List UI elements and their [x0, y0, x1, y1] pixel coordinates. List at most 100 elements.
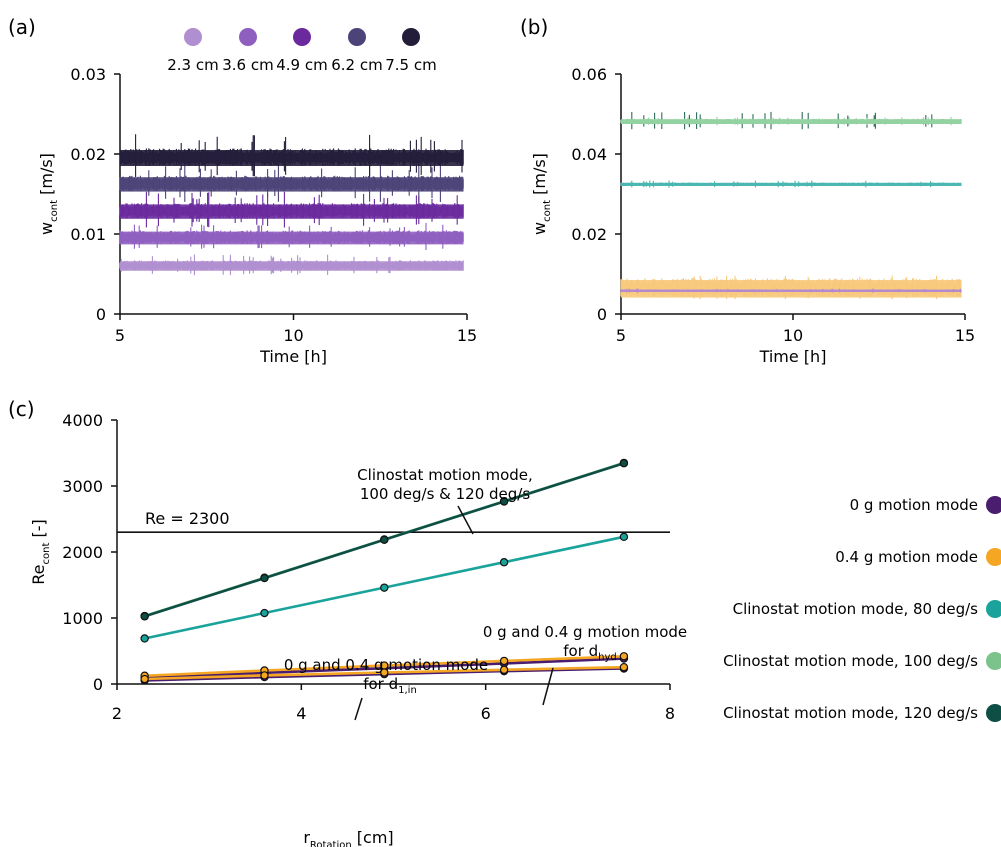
x-tick-label: 10 [283, 326, 303, 345]
y-tick-label: 0.06 [571, 65, 607, 84]
y-tick-label: 3000 [62, 477, 103, 496]
chart-c: 0 1000 2000 3000 4000 2 4 6 8 rRotation [cm] Recon… [29, 411, 1001, 847]
x-tick-label: 5 [115, 326, 125, 345]
chart-a: 0 0.01 0.02 0.03 5 10 15 Time [h] wcont [m/s] 2.3… [37, 28, 477, 366]
reference-line-label: Re = 2300 [145, 509, 230, 528]
legend-marker-0 [184, 28, 202, 46]
x-tick-label: 15 [457, 326, 477, 345]
y-tick-label: 0.01 [70, 225, 106, 244]
legend-label-4: 7.5 cm [385, 56, 436, 74]
y-axis-label-main: Re [29, 564, 48, 584]
y-axis-label-main: w [37, 222, 56, 235]
annotation-dhyd-line1: 0 g and 0.4 g motion mode [483, 623, 687, 641]
y-tick-label: 0 [597, 305, 607, 324]
annotation-d1in-main: for d [363, 675, 398, 693]
series-point-3-0 [140, 674, 149, 684]
y-tick-label: 0.03 [70, 65, 106, 84]
y-axis-label: wcont [m/s] [37, 153, 60, 235]
y-tick-label: 2000 [62, 543, 103, 562]
series-point-6-3 [499, 497, 509, 506]
legend-label-1: 3.6 cm [222, 56, 273, 74]
legend-marker-3 [986, 652, 1001, 670]
series-point-6-4 [619, 459, 629, 468]
legend-marker-1 [986, 548, 1001, 566]
x-tick-label: 15 [955, 326, 975, 345]
legend-label-2: Clinostat motion mode, 80 deg/s [733, 600, 979, 618]
y-axis-label: wcont [m/s] [530, 153, 553, 235]
series-trace-4 [119, 134, 464, 178]
annotation-dhyd-line2: for dhyd [563, 642, 617, 663]
y-tick-label: 0 [93, 675, 103, 694]
series-trace-4 [620, 116, 962, 126]
series-point-3-3 [499, 665, 509, 675]
series-point-6-1 [260, 573, 269, 583]
chart-b: 0 0.02 0.04 0.06 5 10 15 Time [h] wcont [m/s] [530, 65, 975, 366]
series-trace-0 [620, 275, 962, 300]
y-axis-label-main: w [530, 222, 549, 235]
annotation-d1in-line2: for d1,in [363, 675, 417, 696]
x-tick-label: 10 [783, 326, 803, 345]
x-axis-label-sub: Rotation [310, 840, 352, 847]
series-point-4-1 [260, 608, 269, 618]
x-axis-label: rRotation [cm] [303, 828, 393, 847]
legend-marker-4 [986, 704, 1001, 722]
series-trace-3 [119, 162, 464, 203]
annotation-clinostat-line2: 100 deg/s & 120 deg/s [360, 485, 530, 503]
x-axis-label-unit: [cm] [352, 828, 394, 847]
legend-label-3: 6.2 cm [331, 56, 382, 74]
legend-marker-1 [239, 28, 257, 46]
annotation-dhyd-sub: hyd [598, 652, 617, 663]
panel-label-a: (a) [8, 15, 36, 39]
x-tick-label: 2 [112, 704, 122, 723]
legend-label-2: 4.9 cm [276, 56, 327, 74]
panel-label-b: (b) [520, 15, 548, 39]
series-point-3-1 [260, 671, 269, 680]
annotation-d1in-pointer [354, 697, 363, 721]
series-point-6-2 [380, 535, 389, 544]
series-point-4-4 [619, 532, 629, 542]
y-tick-label: 1000 [62, 609, 103, 628]
y-tick-label: 0.04 [571, 145, 607, 164]
x-tick-label: 6 [481, 704, 491, 723]
y-axis-label-sub: cont [49, 200, 60, 222]
x-axis-label: Time [h] [759, 347, 827, 366]
legend-label-3: Clinostat motion mode, 100 deg/s [723, 652, 978, 670]
legend-marker-2 [986, 600, 1001, 618]
legend-label-0: 0 g motion mode [850, 496, 978, 514]
x-axis-label-main: r [303, 828, 310, 847]
series-trace-1 [620, 288, 962, 293]
series-trace-0 [119, 254, 464, 276]
annotation-dhyd-main: for d [563, 642, 598, 660]
y-axis-label-unit: [-] [29, 519, 48, 542]
y-tick-label: 0.02 [571, 225, 607, 244]
annotation-d1in-line1: 0 g and 0.4 g motion mode [284, 656, 488, 674]
series-point-3-2 [380, 668, 389, 677]
y-axis-label-unit: [m/s] [37, 153, 56, 200]
series-trace-1 [119, 223, 464, 250]
series-point-3-4 [619, 662, 629, 672]
series-point-1-4 [619, 652, 629, 661]
series-point-4-2 [380, 583, 389, 592]
legend-marker-4 [402, 28, 420, 46]
y-axis-label: Recont [-] [29, 519, 52, 584]
series-trace-2 [119, 191, 464, 228]
x-axis-label: Time [h] [259, 347, 327, 366]
legend-marker-2 [293, 28, 311, 46]
annotation-clinostat-line1: Clinostat motion mode, [357, 466, 533, 484]
series-point-1-3 [499, 656, 509, 666]
legend-label-0: 2.3 cm [167, 56, 218, 74]
panel-label-c: (c) [8, 397, 35, 421]
series-point-4-3 [499, 558, 509, 567]
legend-marker-3 [348, 28, 366, 46]
y-axis-label-sub: cont [41, 543, 52, 565]
x-tick-label: 4 [296, 704, 306, 723]
annotation-d1in-sub: 1,in [398, 685, 417, 696]
legend-label-4: Clinostat motion mode, 120 deg/s [723, 704, 978, 722]
y-tick-label: 0 [96, 305, 106, 324]
y-axis-label-unit: [m/s] [530, 153, 549, 200]
series-point-4-0 [140, 634, 149, 643]
series-point-6-0 [140, 612, 149, 621]
x-tick-label: 5 [616, 326, 626, 345]
y-axis-label-sub: cont [542, 200, 553, 222]
